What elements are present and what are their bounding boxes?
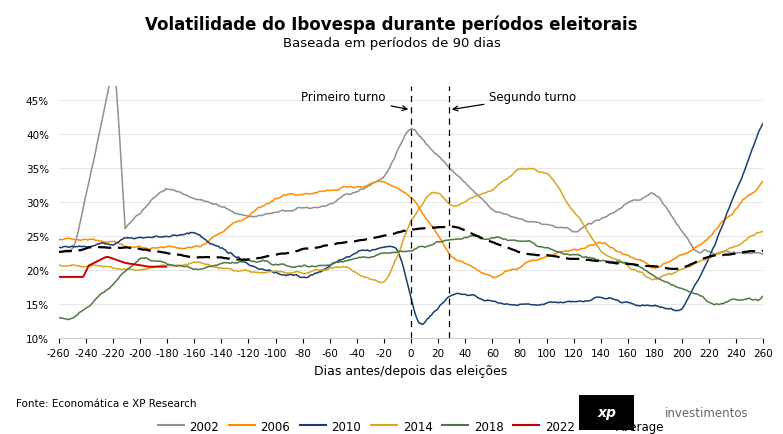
2002 [485,205,494,210]
2006 [193,244,203,250]
2002 [710,252,720,257]
Text: Volatilidade do Ibovespa durante períodos eleitorais: Volatilidade do Ibovespa durante período… [146,15,637,34]
Text: Baseada em períodos de 90 dias: Baseada em períodos de 90 dias [283,37,500,50]
2014 [759,229,768,234]
2014 [485,189,494,194]
Average [301,247,310,252]
2014 [193,260,203,265]
Line: 2018: 2018 [59,236,763,320]
2010 [485,298,494,303]
2006 [625,254,634,259]
Line: 2002: 2002 [59,61,763,255]
2006 [484,273,493,278]
2010 [54,245,63,250]
Average [668,266,677,272]
2022 [54,275,63,280]
2014 [377,280,386,286]
Text: xp: xp [597,405,616,419]
Average [447,224,456,230]
2022 [128,262,138,267]
2022 [124,261,134,266]
FancyBboxPatch shape [579,395,634,430]
2018 [54,316,63,321]
Average [759,248,768,253]
2014 [405,221,414,227]
2018 [626,261,635,266]
Line: 2010: 2010 [59,124,763,325]
Text: Fonte: Economática e XP Research: Fonte: Economática e XP Research [16,398,197,408]
2006 [404,193,413,198]
2022 [119,260,128,266]
2018 [759,293,768,299]
2014 [525,166,534,171]
Average [193,255,203,260]
2010 [301,276,310,281]
Line: 2022: 2022 [59,257,166,277]
2006 [489,276,499,281]
2018 [302,264,312,270]
2006 [759,179,768,184]
2018 [405,249,414,254]
2010 [759,121,768,126]
2010 [193,233,203,238]
Average [56,250,65,255]
X-axis label: Dias antes/depois das eleições: Dias antes/depois das eleições [315,364,507,377]
2014 [301,271,310,276]
2014 [54,263,63,268]
2018 [195,267,204,272]
2022 [103,255,112,260]
2018 [469,233,478,239]
2018 [56,316,65,321]
2002 [759,252,768,257]
Line: 2006: 2006 [59,181,763,278]
2002 [56,250,65,255]
Text: investimentos: investimentos [665,406,749,419]
2002 [195,197,204,203]
Average [404,227,413,233]
Text: Primeiro turno: Primeiro turno [301,91,407,111]
Text: Segundo turno: Segundo turno [453,91,576,112]
2018 [63,317,73,322]
2002 [302,205,312,210]
2010 [56,245,65,250]
2006 [56,237,65,243]
2014 [626,267,635,272]
Average [625,262,634,267]
2010 [625,300,634,306]
Legend: 2002, 2006, 2010, 2014, 2018, 2022, Average: 2002, 2006, 2010, 2014, 2018, 2022, Aver… [153,415,669,434]
2010 [404,285,413,290]
2018 [486,236,496,241]
Average [485,239,494,244]
2006 [54,237,63,243]
2022 [150,264,160,270]
2006 [301,191,310,197]
2010 [417,322,427,327]
2002 [405,128,414,133]
Line: 2014: 2014 [59,169,763,283]
2022 [121,261,130,266]
2014 [56,263,65,268]
2022 [161,264,171,270]
2022 [102,255,111,260]
2002 [110,58,119,63]
Average [54,250,63,255]
2002 [625,200,634,205]
2002 [54,250,63,255]
Line: Average: Average [59,227,763,269]
